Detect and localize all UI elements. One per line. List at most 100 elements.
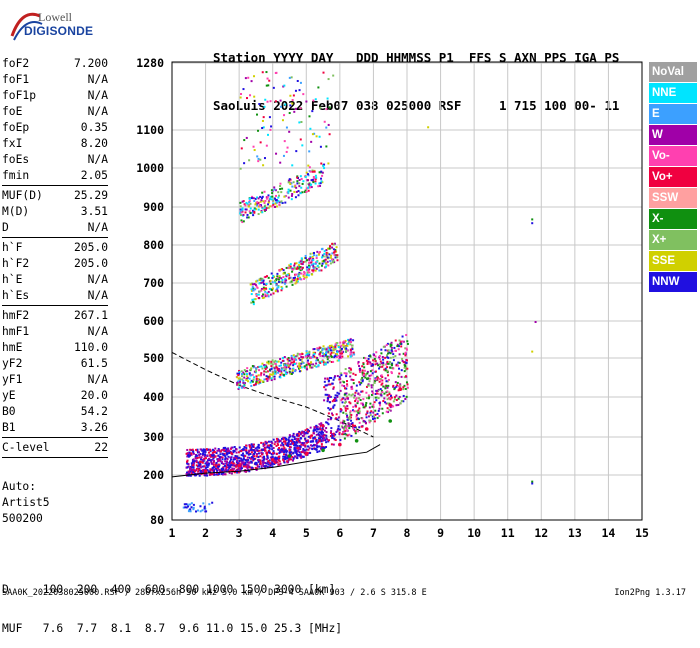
echo-point — [326, 400, 329, 403]
echo-point — [328, 133, 331, 136]
echo-point — [399, 384, 402, 387]
echo-point — [212, 457, 215, 460]
echo-point — [317, 349, 320, 352]
echo-point — [199, 460, 202, 463]
echo-point — [257, 366, 260, 369]
echo-point — [276, 287, 279, 290]
echo-point — [295, 267, 298, 270]
echo-point — [320, 423, 323, 426]
echo-point — [257, 160, 260, 163]
echo-point — [347, 397, 350, 400]
echo-point — [348, 370, 351, 373]
echo-point — [346, 342, 349, 345]
echo-point — [288, 264, 291, 267]
muf-table-muf-row: MUF 7.6 7.7 8.1 8.7 9.6 11.0 15.0 25.3 [… — [2, 622, 343, 635]
echo-point — [258, 290, 261, 293]
echo-point — [531, 482, 534, 485]
echo-point — [318, 423, 321, 426]
echo-point — [249, 94, 252, 97]
echo-point — [200, 471, 203, 474]
echo-point — [357, 411, 360, 414]
echo-point — [309, 435, 312, 438]
echo-point — [406, 386, 409, 389]
echo-point — [396, 343, 399, 346]
echo-point — [295, 437, 298, 440]
echo-point — [338, 431, 341, 434]
echo-point — [374, 413, 377, 416]
echo-point — [336, 353, 339, 356]
echo-point — [362, 362, 365, 365]
echo-point — [278, 280, 281, 283]
echo-point — [318, 182, 321, 185]
echo-point — [325, 446, 328, 449]
echo-point — [220, 449, 223, 452]
echo-point — [336, 254, 339, 257]
echo-point — [394, 349, 397, 352]
echo-point — [252, 443, 255, 446]
echo-point — [262, 283, 265, 286]
echo-point — [275, 198, 278, 201]
param-name: foEs — [2, 153, 30, 166]
echo-point — [267, 201, 270, 204]
echo-point — [286, 442, 289, 445]
echo-point — [310, 261, 313, 264]
echo-point — [300, 257, 303, 260]
echo-point — [329, 262, 332, 265]
echo-point — [245, 379, 248, 382]
echo-point — [382, 345, 385, 348]
echo-point — [293, 443, 296, 446]
echo-point — [267, 440, 270, 443]
echo-point — [301, 191, 304, 194]
echo-point — [375, 378, 378, 381]
echo-point — [264, 199, 267, 202]
echo-point — [333, 400, 336, 403]
echo-point — [353, 353, 356, 356]
echo-point — [274, 279, 277, 282]
echo-point — [263, 447, 266, 450]
echo-point — [357, 360, 360, 363]
echo-point — [390, 346, 393, 349]
echo-point — [295, 281, 298, 284]
echo-point — [300, 437, 303, 440]
echo-point — [390, 344, 393, 347]
echo-point — [199, 448, 202, 451]
echo-point — [392, 384, 395, 387]
echo-point — [271, 465, 274, 468]
echo-point — [279, 105, 282, 108]
echo-point — [392, 400, 395, 403]
echo-point — [248, 470, 251, 473]
echo-point — [295, 450, 298, 453]
echo-point — [295, 273, 298, 276]
echo-point — [364, 420, 367, 423]
echo-point — [265, 377, 268, 380]
echo-point — [291, 270, 294, 273]
echo-point — [238, 371, 241, 374]
echo-point — [250, 367, 253, 370]
echo-point — [263, 465, 266, 468]
echo-point — [261, 277, 264, 280]
param-name: D — [2, 221, 9, 234]
echo-point — [340, 344, 343, 347]
echo-point — [283, 114, 286, 117]
echo-point — [262, 460, 265, 463]
echo-point — [279, 451, 282, 454]
echo-point — [363, 366, 366, 369]
echo-point — [235, 461, 238, 464]
echo-point — [342, 342, 345, 345]
echo-point — [273, 186, 276, 189]
echo-point — [270, 368, 273, 371]
echo-point — [285, 275, 288, 278]
echo-point — [305, 441, 308, 444]
echo-point — [271, 442, 274, 445]
echo-point — [245, 373, 248, 376]
echo-point — [348, 339, 351, 342]
echo-point — [248, 372, 251, 375]
echo-point — [317, 86, 320, 89]
echo-point — [284, 448, 287, 451]
echo-point — [310, 440, 313, 443]
echo-point — [275, 365, 278, 368]
echo-point — [246, 456, 249, 459]
echo-point — [320, 269, 323, 272]
echo-point — [288, 112, 291, 115]
echo-point — [365, 385, 368, 388]
